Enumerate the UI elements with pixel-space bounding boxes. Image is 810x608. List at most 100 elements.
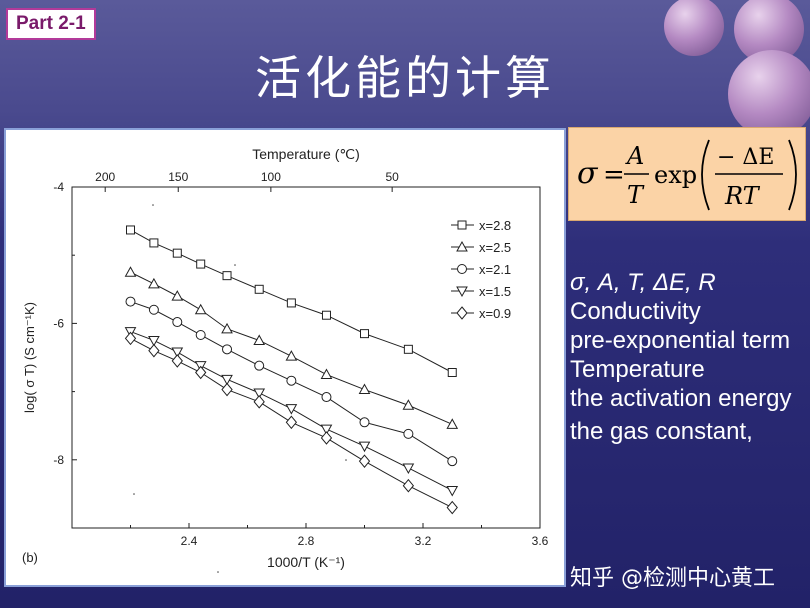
data-point	[447, 368, 457, 378]
legend-label: x=1.5	[479, 284, 511, 299]
top-axis-label: Temperature (℃)	[252, 146, 360, 162]
scan-speck	[152, 204, 154, 206]
data-point	[171, 354, 183, 368]
definition-gas-constant: the gas constant,	[570, 418, 753, 445]
y-axis-label: log( σ T) (S cm⁻¹K)	[22, 302, 37, 413]
data-point	[402, 463, 415, 475]
x-tick-label: 2.4	[181, 534, 198, 548]
scan-speck	[234, 264, 236, 266]
y-tick-label: -6	[53, 316, 64, 330]
data-point	[149, 238, 159, 248]
variable-definitions: σ, A, T, ΔE, R Conductivity pre-exponent…	[570, 268, 806, 446]
chart-panel: 2.4 2.8 3.2 3.6 -4 -6 -8 200 150 100 50 Temperature…	[4, 128, 566, 587]
data-point	[171, 290, 184, 301]
data-point	[358, 383, 371, 395]
data-point	[446, 500, 458, 515]
formula-numerator: A	[625, 142, 644, 170]
data-point	[403, 344, 413, 354]
data-point	[358, 441, 371, 453]
data-point	[148, 277, 160, 289]
scan-speck	[133, 493, 135, 495]
data-point	[403, 428, 414, 439]
data-point	[148, 343, 160, 358]
y-tick-label: -4	[53, 180, 64, 194]
data-point	[285, 415, 298, 430]
data-point	[194, 303, 207, 315]
legend-marker	[456, 286, 468, 298]
definition-preexponential: pre-exponential term	[570, 327, 791, 354]
y-tick-label: -8	[53, 453, 64, 467]
definition-temperature: Temperature	[570, 356, 705, 383]
plot-frame	[71, 186, 541, 529]
top-tick-label: 100	[261, 170, 281, 184]
data-point	[286, 298, 296, 308]
data-point	[253, 395, 265, 409]
scan-speck	[345, 459, 347, 461]
legend-marker	[457, 264, 467, 274]
data-point	[172, 317, 183, 328]
legend-marker	[456, 240, 468, 252]
x-axis-label: 1000/T (K⁻¹)	[267, 554, 345, 570]
legend-label: x=2.5	[479, 240, 511, 255]
formula-sigma: σ	[577, 156, 599, 191]
data-point	[358, 454, 371, 468]
data-point	[321, 310, 331, 320]
data-point	[447, 456, 458, 467]
data-point	[124, 331, 137, 346]
data-point	[222, 344, 233, 355]
data-point	[402, 399, 415, 410]
data-point	[446, 418, 459, 429]
data-point	[221, 382, 233, 397]
data-point	[171, 347, 184, 359]
arrhenius-chart: 2.4 2.8 3.2 3.6 -4 -6 -8 200 150 100 50 Temperature…	[22, 146, 549, 573]
data-point	[196, 259, 206, 269]
formula-left-paren	[701, 139, 710, 211]
x-tick-label: 3.2	[415, 534, 432, 548]
data-point	[195, 329, 206, 340]
x-tick-label: 3.6	[532, 534, 549, 548]
top-tick-label: 150	[168, 170, 188, 184]
data-point	[253, 388, 266, 399]
formula-equals: =	[603, 160, 625, 190]
data-point	[359, 417, 370, 428]
data-point	[286, 375, 297, 386]
definition-conductivity: Conductivity	[570, 298, 701, 325]
data-point	[321, 392, 332, 403]
decorative-orbs	[664, 0, 810, 138]
data-point	[360, 329, 369, 339]
data-point	[222, 271, 232, 281]
slide-title: 活化能的计算	[255, 51, 555, 105]
data-point	[253, 334, 266, 345]
legend-label: x=0.9	[479, 306, 511, 321]
legend-marker	[457, 220, 467, 230]
formula-right-paren	[788, 139, 797, 211]
data-point	[320, 368, 333, 380]
legend-label: x=2.8	[479, 218, 511, 233]
part-label: Part 2-1	[6, 8, 96, 40]
data-point	[126, 225, 135, 235]
data-point	[446, 485, 459, 497]
formula-denominator: T	[627, 181, 645, 209]
data-point	[221, 322, 233, 334]
formula-exp-numerator: − ΔE	[717, 145, 774, 170]
variable-symbols: σ, A, T, ΔE, R	[570, 269, 716, 296]
arrhenius-formula: σ = A T exp − ΔE RT	[568, 127, 806, 221]
top-tick-label: 50	[385, 170, 399, 184]
x-tick-label: 2.8	[298, 534, 315, 548]
top-tick-label: 200	[95, 170, 115, 184]
data-point	[195, 365, 207, 380]
data-point	[221, 374, 233, 386]
data-point	[254, 360, 265, 371]
data-point	[320, 424, 333, 436]
data-point	[172, 248, 182, 258]
legend-marker	[456, 306, 468, 320]
data-point	[148, 304, 159, 315]
legend-label: x=2.1	[479, 262, 511, 277]
data-point	[125, 296, 136, 307]
data-point	[402, 478, 415, 493]
data-point	[254, 284, 264, 294]
scan-speck	[217, 571, 219, 573]
data-point	[285, 350, 298, 361]
formula-exp: exp	[654, 161, 697, 189]
formula-exp-denominator: RT	[724, 182, 761, 210]
